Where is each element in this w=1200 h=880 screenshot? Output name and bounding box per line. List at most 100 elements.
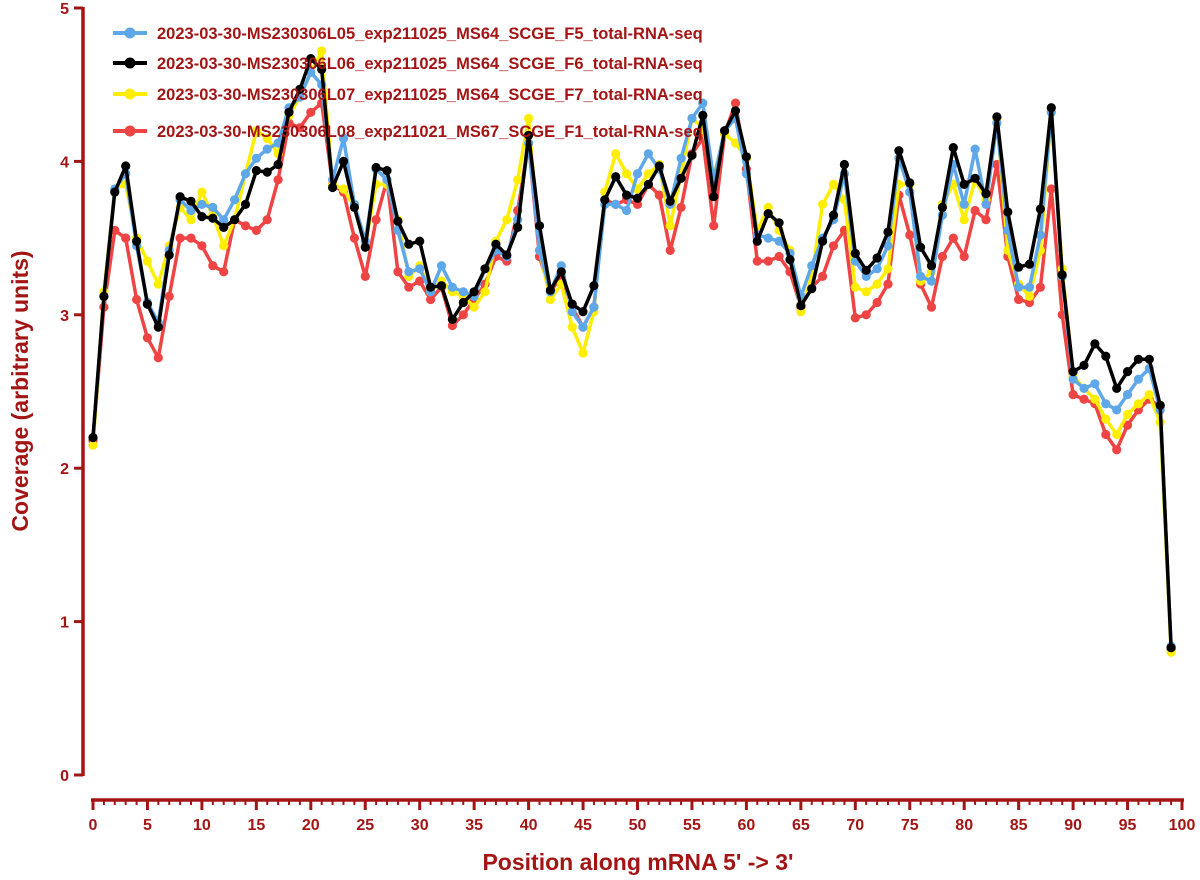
data-point <box>741 152 752 162</box>
data-point <box>818 236 828 246</box>
data-point <box>665 221 675 231</box>
data-point <box>360 242 370 252</box>
data-point <box>948 143 958 153</box>
legend-label: 2023-03-30-MS230306L06_exp211025_MS64_SC… <box>157 55 703 73</box>
data-point <box>251 126 261 136</box>
data-point <box>643 149 654 159</box>
data-point <box>328 182 338 193</box>
data-point <box>1122 367 1133 377</box>
data-point <box>1144 390 1154 400</box>
data-point <box>132 236 142 246</box>
data-point <box>1024 291 1035 301</box>
data-point <box>415 264 425 274</box>
data-point <box>872 253 882 263</box>
data-point <box>676 173 686 183</box>
data-point <box>186 233 196 243</box>
data-point <box>197 199 207 209</box>
data-point <box>1122 390 1133 400</box>
data-point <box>807 261 817 271</box>
data-point <box>1035 230 1045 240</box>
data-point <box>850 313 860 323</box>
data-point <box>981 199 991 209</box>
data-point <box>175 233 185 243</box>
data-point <box>698 98 708 108</box>
data-point <box>349 233 359 243</box>
legend-swatch-marker <box>124 88 136 100</box>
data-point <box>828 241 839 251</box>
data-point <box>730 98 741 108</box>
data-point <box>981 189 991 199</box>
data-point <box>426 294 436 305</box>
y-tick-label: 3 <box>60 308 69 325</box>
data-point <box>959 251 969 262</box>
data-point <box>1090 339 1100 349</box>
x-tick-label: 90 <box>1064 817 1082 834</box>
data-point <box>284 107 294 117</box>
data-point <box>524 130 534 140</box>
data-point <box>1014 294 1024 305</box>
data-point <box>1079 394 1089 404</box>
data-point <box>164 291 174 301</box>
data-point <box>948 233 958 243</box>
y-tick-label: 4 <box>60 154 69 171</box>
data-point <box>513 222 523 232</box>
data-point <box>458 297 468 308</box>
data-point <box>1133 374 1143 384</box>
data-point <box>1035 204 1045 214</box>
data-point <box>730 138 741 148</box>
data-point <box>850 282 860 292</box>
data-point <box>687 150 697 160</box>
data-point <box>643 169 654 179</box>
data-point <box>622 169 632 179</box>
data-point <box>1155 400 1165 410</box>
data-point <box>937 202 948 212</box>
data-point <box>1090 379 1100 389</box>
legend-swatch-marker <box>124 57 136 69</box>
data-point <box>121 233 131 243</box>
data-point <box>306 54 316 64</box>
data-point <box>393 267 403 277</box>
data-point <box>208 261 218 271</box>
data-point <box>916 242 926 252</box>
data-point <box>251 153 261 163</box>
y-tick-label: 0 <box>60 768 69 785</box>
data-point <box>240 221 251 231</box>
data-point <box>371 215 381 225</box>
data-point <box>926 261 937 271</box>
series-line <box>91 49 1173 653</box>
data-point <box>818 199 828 209</box>
data-point <box>632 169 643 179</box>
data-point <box>240 169 251 179</box>
data-point <box>709 192 719 202</box>
data-point <box>818 271 828 281</box>
data-point <box>99 291 109 301</box>
data-point <box>1068 390 1078 400</box>
data-point <box>230 195 240 205</box>
data-point <box>502 215 512 225</box>
data-point <box>1101 351 1111 361</box>
legend-label: 2023-03-30-MS230306L08_exp211021_MS67_SC… <box>157 123 703 141</box>
data-point <box>469 302 479 312</box>
data-point <box>883 264 893 274</box>
data-point <box>926 276 937 286</box>
data-point <box>959 179 969 189</box>
data-point <box>1014 282 1024 292</box>
data-point <box>393 216 403 226</box>
data-point <box>720 126 730 136</box>
data-point <box>578 307 588 317</box>
data-point <box>589 281 599 291</box>
data-point <box>654 161 664 171</box>
series-2 <box>88 54 1176 653</box>
data-point <box>458 287 468 297</box>
data-point <box>665 245 675 255</box>
legend-item: 2023-03-30-MS230306L07_exp211025_MS64_SC… <box>113 86 703 104</box>
data-point <box>774 218 784 228</box>
data-point <box>981 215 991 225</box>
data-point <box>404 267 414 277</box>
data-point <box>861 265 871 275</box>
data-point <box>317 64 327 74</box>
data-point <box>1101 414 1111 424</box>
data-point <box>447 314 457 324</box>
data-point <box>338 156 349 166</box>
